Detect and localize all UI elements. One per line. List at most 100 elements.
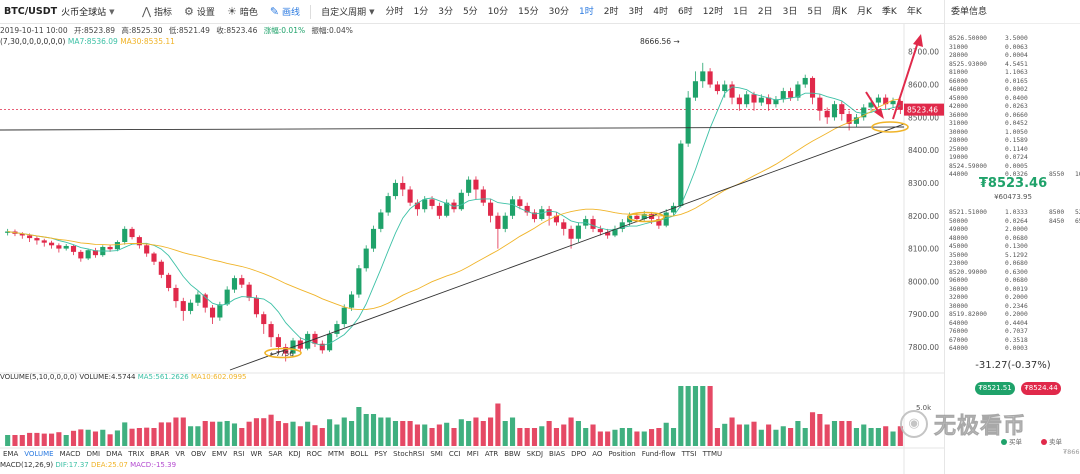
order-row[interactable]: 8525.93000 4.5451 xyxy=(945,61,1080,70)
indicator-tab[interactable]: SMI xyxy=(430,450,443,458)
order-row[interactable]: 8524.59000 0.0005 xyxy=(945,163,1080,172)
order-row[interactable]: 19000 0.0724 xyxy=(945,154,1080,163)
order-row[interactable]: 31000 0.0452 xyxy=(945,120,1080,129)
order-row[interactable]: 23000 0.0680 xyxy=(945,260,1080,269)
period-tab[interactable]: 3日 xyxy=(782,6,798,17)
order-row[interactable]: 48000 0.0680 xyxy=(945,235,1080,244)
volume-bar xyxy=(678,386,684,446)
period-tab[interactable]: 2日 xyxy=(757,6,773,17)
order-row[interactable]: 45000 0.0400 xyxy=(945,95,1080,104)
order-row[interactable]: 30000 0.2346 xyxy=(945,303,1080,312)
order-row[interactable]: 31000 0.0063 xyxy=(945,44,1080,53)
candle-body xyxy=(568,228,574,239)
indicator-button[interactable]: ⋀ 指标 xyxy=(136,0,178,24)
indicator-tab[interactable]: WR xyxy=(250,450,263,458)
period-tab[interactable]: 2时 xyxy=(603,6,619,17)
indicator-tab[interactable]: BIAS xyxy=(549,450,566,458)
kline-chart[interactable]: 8700.00 8600.00 8500.00 8400.00 8300.00 8200.… xyxy=(0,24,944,474)
period-tab[interactable]: 5日 xyxy=(807,6,823,17)
indicator-tab[interactable]: DPO xyxy=(571,450,587,458)
indicator-tab[interactable]: StochRSI xyxy=(393,450,425,458)
period-tab[interactable]: 周K xyxy=(832,6,848,17)
indicator-tab[interactable]: MACD xyxy=(59,450,81,458)
indicator-tab[interactable]: TTMU xyxy=(702,450,723,458)
order-row[interactable]: 35000 5.1292 xyxy=(945,252,1080,261)
period-tab[interactable]: 年K xyxy=(906,6,922,17)
settings-button[interactable]: ⚙ 设置 xyxy=(178,0,221,24)
order-row[interactable]: 49000 2.0000 xyxy=(945,226,1080,235)
period-tab[interactable]: 15分 xyxy=(518,6,539,17)
order-row[interactable]: 64000 0.4404 xyxy=(945,320,1080,329)
order-row[interactable]: 45000 0.1300 xyxy=(945,243,1080,252)
period-tab[interactable]: 1日 xyxy=(733,6,748,17)
dark-mode-button[interactable]: ☀ 暗色 xyxy=(221,0,264,24)
order-row[interactable]: 46000 0.0002 xyxy=(945,86,1080,95)
indicator-tab[interactable]: Position xyxy=(608,450,636,458)
indicator-tab[interactable]: MTM xyxy=(327,450,345,458)
candle-body xyxy=(612,228,618,236)
indicator-tab[interactable]: AO xyxy=(592,450,603,458)
period-tab[interactable]: 12时 xyxy=(702,6,724,17)
order-row[interactable]: 67000 0.3518 xyxy=(945,337,1080,346)
order-row[interactable]: 25000 0.1140 xyxy=(945,146,1080,155)
order-row[interactable]: 28000 0.1589 xyxy=(945,137,1080,146)
indicator-tab[interactable]: TRIX xyxy=(128,450,145,458)
order-row[interactable]: 76000 0.7037 xyxy=(945,328,1080,337)
sell-price-button[interactable]: ₮8524.44 xyxy=(1021,382,1061,395)
order-row[interactable]: 50000 0.0264 8450 65 xyxy=(945,218,1080,227)
indicator-tab[interactable]: BOLL xyxy=(350,450,369,458)
period-tab[interactable]: 1分 xyxy=(413,6,429,17)
period-tab[interactable]: 3时 xyxy=(628,6,644,17)
order-row[interactable]: 36000 0.0019 xyxy=(945,286,1080,295)
order-row[interactable]: 30000 1.0050 xyxy=(945,129,1080,138)
order-row[interactable]: 8519.82000 0.2000 xyxy=(945,311,1080,320)
period-tab[interactable]: 季K xyxy=(881,6,897,17)
indicator-tab[interactable]: CCI xyxy=(448,450,461,458)
draw-line-button[interactable]: ✎ 画线 xyxy=(264,0,306,24)
order-row[interactable]: 96000 0.0680 xyxy=(945,277,1080,286)
indicator-tab[interactable]: PSY xyxy=(374,450,388,458)
period-tab[interactable]: 1时 xyxy=(579,6,594,17)
order-row[interactable]: 64000 0.0003 xyxy=(945,345,1080,354)
period-tab[interactable]: 月K xyxy=(857,6,872,17)
indicator-tab[interactable]: ROC xyxy=(306,450,322,458)
order-row[interactable]: 32000 0.2000 xyxy=(945,294,1080,303)
period-tab[interactable]: 4时 xyxy=(653,6,668,17)
indicator-tab[interactable]: DMA xyxy=(106,450,123,458)
order-row[interactable]: 81000 1.1063 xyxy=(945,69,1080,78)
pair-selector[interactable]: BTC/USDT 火币全球站 ▼ xyxy=(0,5,136,18)
indicator-tab[interactable]: DMI xyxy=(86,450,101,458)
indicator-tab[interactable]: EMV xyxy=(211,450,228,458)
indicator-tab[interactable]: RSI xyxy=(233,450,245,458)
order-row[interactable]: 66000 0.0165 xyxy=(945,78,1080,87)
indicator-tab[interactable]: BBW xyxy=(504,450,521,458)
indicator-tab[interactable]: OBV xyxy=(190,450,206,458)
indicator-tab[interactable]: BRAR xyxy=(150,450,170,458)
indicator-tab[interactable]: SAR xyxy=(268,450,283,458)
period-tab[interactable]: 30分 xyxy=(548,6,570,17)
buy-price-button[interactable]: ₮8521.51 xyxy=(975,382,1015,395)
chart-canvas[interactable]: 8700.00 8600.00 8500.00 8400.00 8300.00 8200.… xyxy=(0,24,944,474)
indicator-tab[interactable]: VR xyxy=(175,450,185,458)
order-row[interactable]: 42000 0.0263 xyxy=(945,103,1080,112)
order-row[interactable]: 36000 0.0660 xyxy=(945,112,1080,121)
order-row[interactable]: 28000 0.0004 xyxy=(945,52,1080,61)
period-tab[interactable]: 5分 xyxy=(462,6,478,17)
indicator-tab[interactable]: VOLUME xyxy=(24,450,54,458)
custom-period-button[interactable]: 自定义周期 ▼ xyxy=(315,0,380,24)
indicator-tab[interactable]: ATR xyxy=(484,450,499,458)
indicator-tab[interactable]: KDJ xyxy=(288,450,301,458)
order-row[interactable]: 8520.99000 0.6300 xyxy=(945,269,1080,278)
order-row[interactable]: 8521.51000 1.0333 8500 52 xyxy=(945,209,1080,218)
indicator-tab[interactable]: TTSI xyxy=(681,450,697,458)
indicator-tab[interactable]: MFI xyxy=(466,450,479,458)
order-row[interactable]: 8526.50000 3.5000 xyxy=(945,35,1080,44)
period-tab[interactable]: 6时 xyxy=(677,6,693,17)
period-tab[interactable]: 分时 xyxy=(385,6,404,17)
order-row[interactable]: 44000 0.0326 8550 10 xyxy=(945,171,1080,180)
indicator-tab[interactable]: Fund-flow xyxy=(641,450,676,458)
indicator-tab[interactable]: EMA xyxy=(3,450,19,458)
indicator-tab[interactable]: SKDJ xyxy=(526,450,544,458)
period-tab[interactable]: 10分 xyxy=(487,6,509,17)
period-tab[interactable]: 3分 xyxy=(438,6,453,17)
